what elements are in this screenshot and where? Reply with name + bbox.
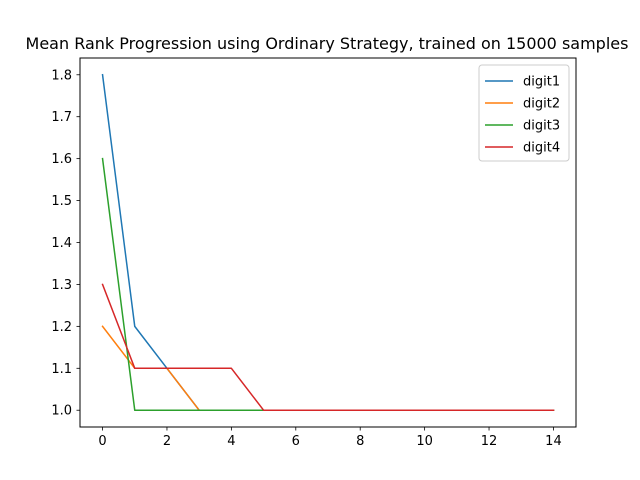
y-tick-label: 1.6 <box>51 152 72 167</box>
plot-area <box>101 73 555 411</box>
x-tick-label: 8 <box>356 434 364 449</box>
y-tick-label: 1.4 <box>51 236 72 251</box>
x-tick-label: 2 <box>163 434 171 449</box>
series-line-digit4 <box>101 283 555 411</box>
x-tick-label: 4 <box>227 434 235 449</box>
chart-title: Mean Rank Progression using Ordinary Str… <box>26 34 629 53</box>
legend-label-digit1: digit1 <box>523 75 560 90</box>
y-tick-label: 1.7 <box>51 110 72 125</box>
y-tick-label: 1.5 <box>51 194 72 209</box>
y-tick-label: 1.0 <box>51 404 72 419</box>
y-axis: 1.0 1.1 1.2 1.3 1.4 1.5 1.6 1.7 1.8 <box>51 68 80 419</box>
x-tick-label: 6 <box>292 434 300 449</box>
y-tick-label: 1.3 <box>51 278 72 293</box>
y-tick-label: 1.8 <box>51 68 72 83</box>
legend-box <box>478 64 570 162</box>
x-axis: 0 2 4 6 8 10 12 14 <box>98 427 562 449</box>
x-tick-label: 10 <box>416 434 433 449</box>
x-tick-label: 0 <box>98 434 106 449</box>
legend-label-digit2: digit2 <box>523 97 560 112</box>
x-tick-label: 14 <box>545 434 562 449</box>
x-tick-label: 12 <box>481 434 498 449</box>
y-tick-label: 1.2 <box>51 320 72 335</box>
legend-label-digit4: digit4 <box>523 141 560 156</box>
y-tick-label: 1.1 <box>51 362 72 377</box>
legend-label-digit3: digit3 <box>523 119 560 134</box>
legend: digit1 digit2 digit3 digit4 <box>478 64 570 162</box>
